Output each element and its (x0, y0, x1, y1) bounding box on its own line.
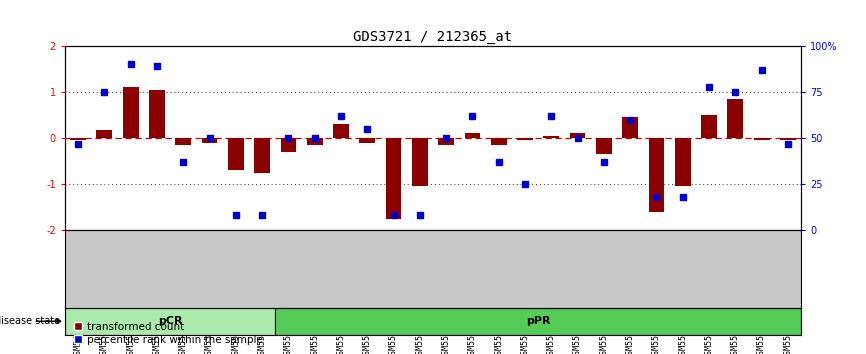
Bar (123, 87, 139, 138)
Bar (701, 115, 717, 138)
Text: pPR: pPR (526, 316, 551, 326)
Text: pCR: pCR (158, 316, 183, 326)
Bar (202, 138, 217, 143)
Bar (727, 99, 743, 138)
Bar (649, 138, 664, 212)
Bar (149, 90, 165, 138)
Bar (517, 138, 533, 140)
Bar (780, 138, 796, 140)
Bar (623, 118, 638, 138)
Bar (544, 136, 559, 138)
Bar (228, 138, 243, 170)
Bar (675, 138, 691, 187)
Text: GDS3721 / 212365_at: GDS3721 / 212365_at (353, 30, 513, 44)
Bar (65, 308, 275, 335)
Bar (255, 138, 270, 173)
Bar (570, 133, 585, 138)
Bar (412, 138, 428, 187)
Bar (464, 133, 481, 138)
Bar (359, 138, 375, 143)
Bar (333, 124, 349, 138)
Text: disease state: disease state (0, 316, 61, 326)
Bar (96, 130, 113, 138)
Bar (307, 138, 322, 145)
Bar (275, 308, 801, 335)
Bar (281, 138, 296, 152)
Legend: transformed count, percentile rank within the sample: transformed count, percentile rank withi… (70, 317, 267, 349)
Bar (438, 138, 454, 145)
Bar (70, 138, 86, 140)
Bar (596, 138, 611, 154)
Bar (175, 138, 191, 145)
Bar (385, 138, 402, 219)
Bar (491, 138, 507, 145)
Bar (753, 138, 770, 140)
